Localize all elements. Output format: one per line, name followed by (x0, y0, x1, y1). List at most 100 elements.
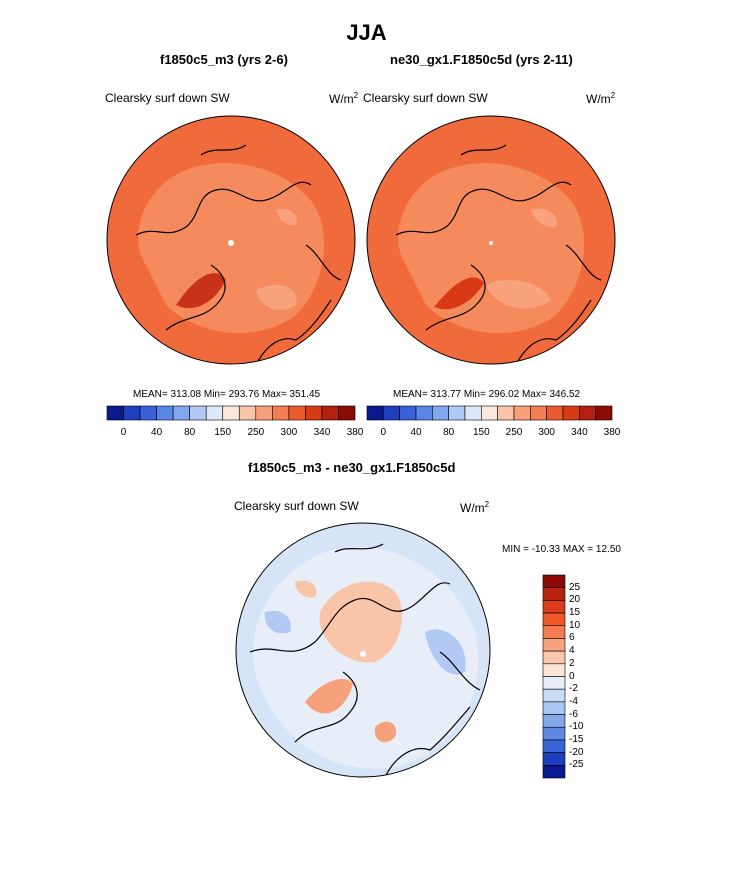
colorbar-cell (542, 574, 566, 588)
colorbar-tick-label: 0 (569, 670, 575, 682)
colorbar-cell (542, 663, 566, 677)
figure-title: JJA (346, 20, 387, 45)
panel1-colorbar (106, 405, 356, 421)
colorbar-tick-label: 0 (380, 427, 387, 438)
colorbar-cell (542, 587, 566, 601)
colorbar-tick-label: 20 (569, 594, 581, 606)
map-border (106, 115, 356, 365)
diff-fill-warm (319, 581, 403, 663)
colorbar-cell (542, 765, 566, 779)
colorbar-tick-label: 15 (569, 607, 581, 619)
pole-marker (360, 651, 366, 657)
colorbar-cell (288, 405, 306, 421)
colorbar-tick-label: 340 (570, 427, 588, 438)
colorbar-tick-label: 40 (410, 427, 422, 438)
colorbar-cell (238, 405, 257, 421)
colorbar-cell (542, 612, 566, 627)
diff-polar-map (235, 522, 491, 778)
colorbar-cell (338, 405, 356, 421)
panel1-polar-map (106, 115, 356, 365)
colorbar-cell (123, 405, 141, 421)
colorbar-tick-label: -4 (569, 695, 578, 707)
colorbar-cell (305, 405, 323, 421)
coastline (135, 144, 342, 364)
panel1-stats: MEAN= 313.08 Min= 293.76 Max= 351.45 (133, 389, 321, 400)
colorbar-cell (542, 676, 566, 690)
colorbar-tick-label: 300 (538, 427, 555, 438)
diff-variable-label: Clearsky surf down SW (234, 499, 359, 513)
colorbar-cell (255, 405, 273, 421)
colorbar-cell (542, 625, 566, 639)
map-fill-patch (531, 208, 557, 228)
pole-marker (228, 240, 234, 246)
colorbar-cell (542, 600, 566, 614)
colorbar-cell (321, 405, 339, 421)
colorbar-tick-label: 380 (603, 427, 621, 438)
coastline (395, 144, 602, 364)
diff-subtitle: f1850c5_m3 - ne30_gx1.F1850c5d (248, 460, 456, 475)
pole-marker (489, 241, 493, 245)
colorbar-cell (542, 714, 566, 728)
coastline (249, 543, 481, 777)
colorbar-tick-label: 2 (569, 657, 575, 669)
colorbar-cell (562, 405, 580, 421)
colorbar-cell (464, 405, 482, 421)
colorbar-cell (542, 650, 566, 665)
colorbar-cell (383, 405, 400, 421)
panel1-subtitle: f1850c5_m3 (yrs 2-6) (160, 52, 288, 67)
colorbar-cell (542, 638, 566, 652)
colorbar-tick-label: 10 (569, 619, 581, 631)
colorbar-tick-label: 250 (505, 427, 523, 438)
panel1-variable-label: Clearsky surf down SW (105, 91, 230, 105)
colorbar-cell (542, 688, 566, 703)
colorbar-cell (513, 405, 531, 421)
colorbar-cell (595, 405, 613, 421)
colorbar-tick-label: -25 (569, 759, 584, 771)
colorbar-cell (481, 405, 498, 421)
diff-units: W/m2 (460, 500, 490, 515)
panel2-stats: MEAN= 313.77 Min= 296.02 Max= 346.52 (393, 389, 581, 400)
colorbar-tick-label: 6 (569, 632, 575, 644)
colorbar-tick-label: -20 (569, 746, 584, 758)
colorbar-cell (497, 405, 515, 421)
map-fill-patch (276, 208, 297, 226)
colorbar-cell (222, 405, 240, 421)
diff-fill-warm-small (295, 580, 317, 598)
colorbar-cell (579, 405, 596, 421)
diff-minmax: MIN = -10.33 MAX = 12.50 (502, 544, 621, 555)
colorbar-cell (106, 405, 124, 421)
colorbar-cell (366, 405, 384, 421)
colorbar-tick-label: 80 (443, 427, 455, 438)
map-fill-greenland-dark (176, 273, 226, 309)
panel2-colorbar (366, 405, 613, 421)
colorbar-tick-label: 0 (120, 427, 127, 438)
colorbar-tick-label: 4 (569, 645, 575, 657)
colorbar-cell (189, 405, 207, 421)
colorbar-tick-label: 150 (472, 427, 490, 438)
panel2-units: W/m2 (586, 91, 616, 106)
panel2-polar-map (366, 115, 616, 365)
colorbar-tick-label: -10 (569, 721, 584, 733)
map-fill-patch (256, 285, 297, 310)
colorbar-cell (542, 701, 566, 715)
colorbar-cell (542, 739, 566, 753)
colorbar-tick-label: 25 (569, 581, 581, 593)
colorbar-tick-label: -6 (569, 708, 578, 720)
colorbar-cell (172, 405, 190, 421)
panel1-units: W/m2 (329, 91, 359, 106)
colorbar-tick-label: 80 (184, 427, 196, 438)
panel2-subtitle: ne30_gx1.F1850c5d (yrs 2-11) (390, 52, 573, 67)
colorbar-tick-label: 40 (151, 427, 163, 438)
map-fill-patch (486, 280, 551, 309)
colorbar-tick-label: 250 (247, 427, 265, 438)
colorbar-cell (139, 405, 157, 421)
panel2-variable-label: Clearsky surf down SW (363, 91, 488, 105)
colorbar-cell (546, 405, 564, 421)
colorbar-tick-label: 380 (346, 427, 364, 438)
map-fill-greenland-dark (434, 277, 484, 310)
colorbar-tick-label: 300 (280, 427, 298, 438)
diff-colorbar (542, 574, 566, 779)
colorbar-cell (542, 726, 566, 741)
diff-fill-cool (425, 629, 466, 675)
colorbar-tick-label: -15 (569, 733, 584, 745)
